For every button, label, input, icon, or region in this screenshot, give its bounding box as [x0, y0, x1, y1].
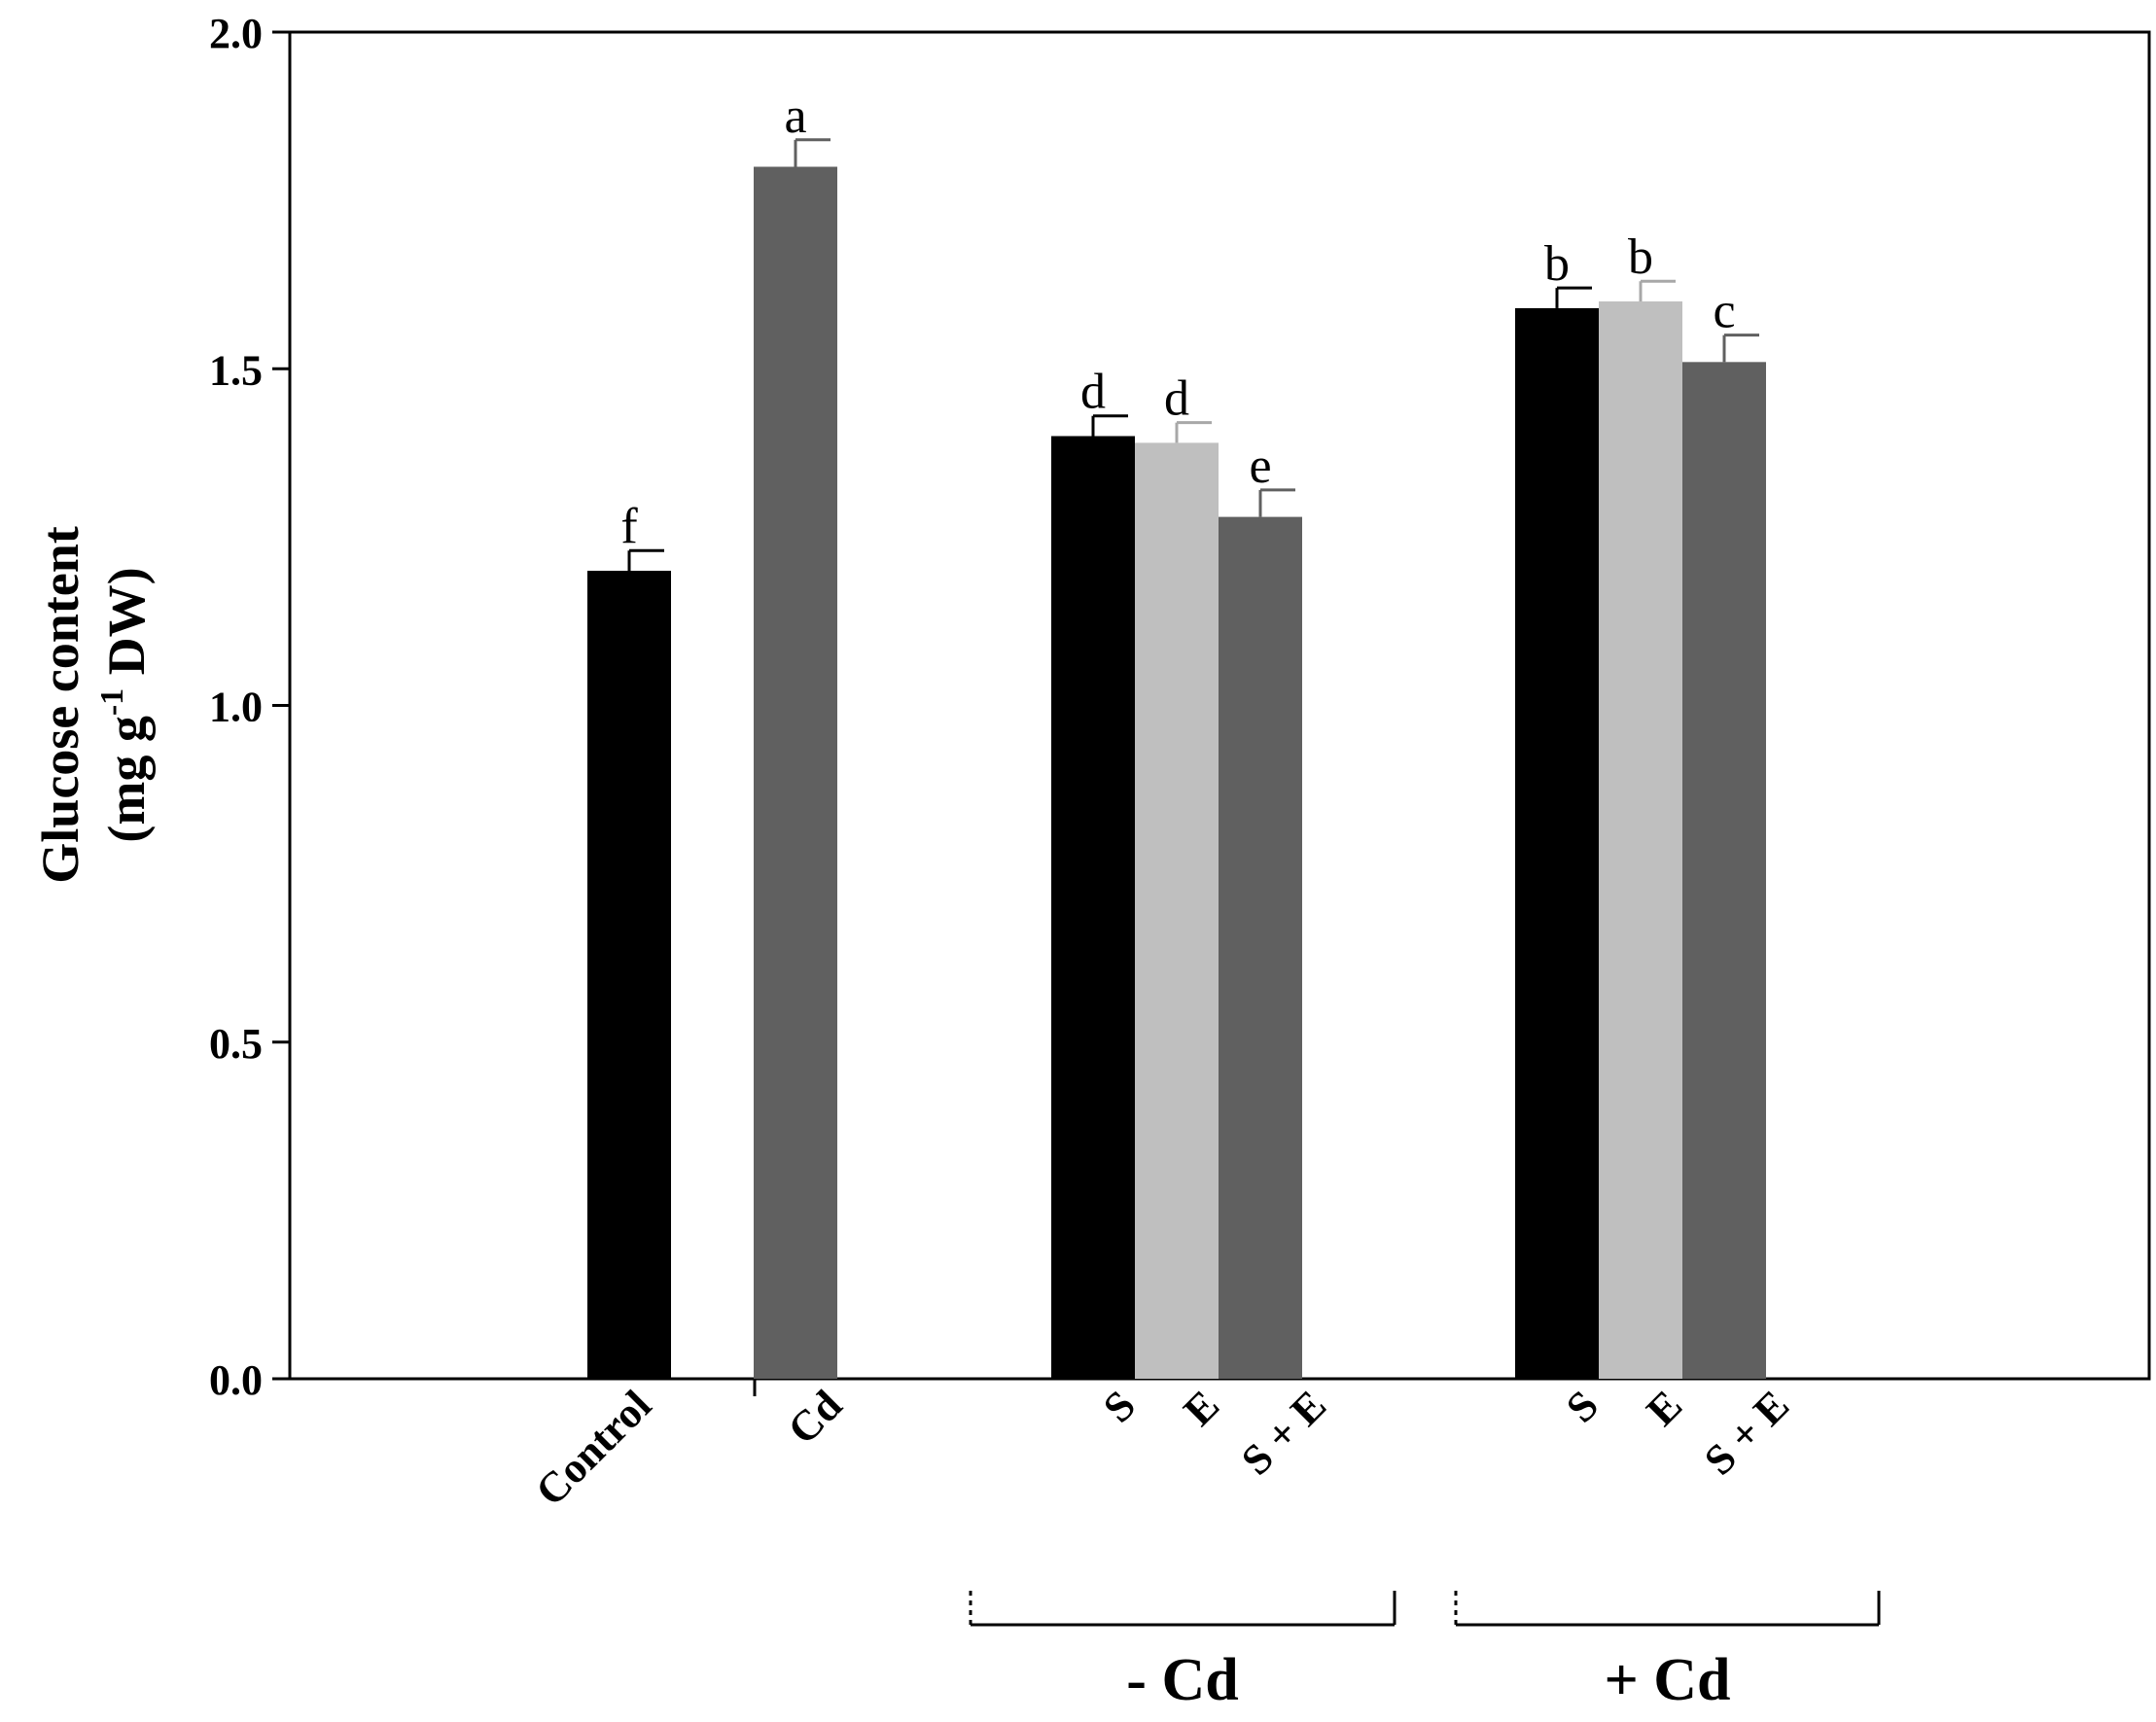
bar	[1599, 301, 1682, 1379]
significance-letter: f	[620, 499, 638, 554]
bar	[587, 571, 671, 1379]
bar	[1051, 436, 1135, 1379]
x-category-label: Control	[526, 1381, 660, 1515]
significance-letter: b	[1544, 236, 1570, 292]
x-category-label: E	[1175, 1381, 1228, 1434]
bar	[1682, 362, 1766, 1380]
group-brackets: - Cd + Cd	[969, 1591, 1881, 1713]
significance-letter: c	[1713, 284, 1735, 339]
significance-letter: e	[1249, 439, 1271, 494]
y-axis: 0.0 0.5 1.0 1.5 2.0	[209, 10, 290, 1404]
bar	[1515, 307, 1599, 1379]
bars: f a d d e b b c	[587, 88, 1766, 1380]
x-category-label: S + E	[1232, 1381, 1335, 1484]
bar	[1219, 516, 1302, 1379]
y-axis-label-line2: (mg g-1 DW)	[94, 567, 156, 842]
bar	[754, 166, 837, 1379]
y-tick-label: 0.0	[209, 1356, 263, 1404]
group-label: - Cd	[1126, 1647, 1238, 1713]
x-category-label: S + E	[1695, 1381, 1798, 1484]
x-category-label: Cd	[779, 1381, 851, 1453]
group-label: + Cd	[1604, 1647, 1730, 1713]
y-axis-label-line1: Glucose content	[31, 526, 89, 883]
y-tick-label: 2.0	[209, 10, 263, 57]
significance-letter: d	[1080, 365, 1106, 420]
x-category-label: S	[1557, 1381, 1608, 1431]
y-axis-title: Glucose content (mg g-1 DW)	[31, 526, 156, 883]
bar	[1135, 442, 1219, 1379]
significance-letter: d	[1164, 371, 1189, 427]
significance-letter: a	[784, 88, 806, 144]
significance-letter: b	[1628, 229, 1653, 285]
y-tick-label: 1.0	[209, 684, 263, 731]
x-category-label: S	[1094, 1381, 1145, 1431]
y-tick-label: 0.5	[209, 1020, 263, 1068]
x-category-label: E	[1638, 1381, 1691, 1434]
y-tick-label: 1.5	[209, 346, 263, 394]
